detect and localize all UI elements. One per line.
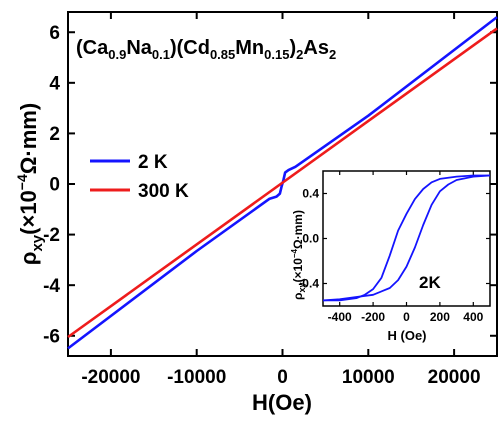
inset-y-tick-label: -0.4 (298, 277, 319, 291)
main-y-tick-label: 4 (49, 73, 60, 94)
legend: 2 K 300 K (90, 152, 189, 202)
main-x-tick-label: 10000 (342, 367, 395, 388)
inset-background (323, 171, 490, 306)
main-x-tick-label: -20000 (81, 367, 140, 388)
main-ticks: -20000 -10000 0 10000 20000 -6 -4 -2 0 2 4 6 (43, 12, 497, 388)
main-x-tick-label: 0 (277, 367, 288, 388)
main-y-tick-label: 2 (49, 124, 60, 145)
chart-title: (Ca0.9Na0.1)(Cd0.85Mn0.15)2As2 (76, 37, 336, 62)
main-y-tick-label: 0 (49, 175, 60, 196)
main-y-tick-label: -4 (43, 276, 60, 297)
inset-lines (322, 174, 491, 302)
main-y-tick-label: -2 (43, 225, 60, 246)
main-lines (67, 16, 498, 350)
inset-y-tick-label: 0.0 (302, 232, 319, 246)
main-x-tick-label: 20000 (428, 367, 481, 388)
main-y-tick-label: -6 (43, 326, 60, 347)
inset-x-tick-label: -400 (328, 310, 352, 324)
inset-y-axis-label: ρxy(×10−4Ω·mm) (290, 210, 307, 300)
main-y-tick-label: 6 (49, 23, 60, 44)
inset-x-tick-label: 0 (403, 310, 410, 324)
legend-label-2k: 2 K (138, 152, 168, 173)
y-axis-label: ρxy(×10−4Ω·mm) (14, 103, 46, 265)
inset-y-tick-label: 0.4 (302, 187, 319, 201)
inset-label-2k: 2K (419, 273, 441, 292)
inset-ticks: -400 -200 0 200 400 0.4 0.0 -0.4 (298, 171, 490, 324)
inset-x-tick-label: -200 (361, 310, 385, 324)
main-series-line-1 (67, 27, 498, 339)
legend-label-300k: 300 K (138, 181, 189, 202)
inset-x-tick-label: 400 (463, 310, 483, 324)
inset-x-axis-label: H (Oe) (388, 328, 427, 343)
inset-x-tick-label: 200 (430, 310, 450, 324)
inset-series-line-1 (322, 174, 491, 302)
x-axis-label: H(Oe) (252, 390, 312, 415)
main-x-tick-label: -10000 (167, 367, 226, 388)
